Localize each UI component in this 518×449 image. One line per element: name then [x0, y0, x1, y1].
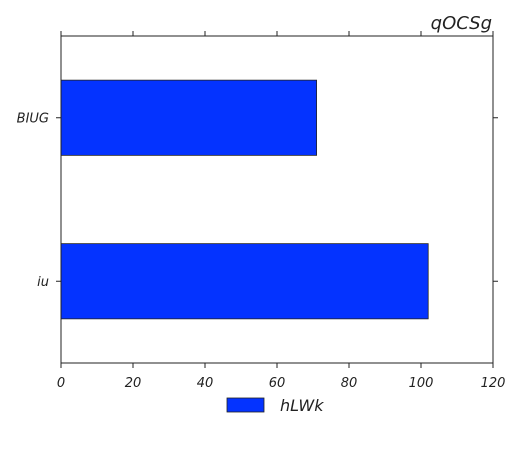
x-tick-label: 80 — [341, 376, 358, 391]
y-tick-label: BIUG — [17, 111, 49, 126]
axes-layer: BIUG iu 0 20 40 60 80 100 120 — [17, 31, 506, 391]
bar-biug — [60, 79, 318, 156]
bars-layer — [60, 79, 429, 320]
x-tick-label: 120 — [481, 376, 506, 391]
bar-iu — [60, 243, 429, 320]
y-tick-label: iu — [37, 275, 49, 290]
x-tick-label: 0 — [57, 376, 65, 391]
legend-swatch — [226, 397, 265, 413]
legend-label: hLWk — [280, 396, 324, 415]
x-tick-label: 100 — [409, 376, 434, 391]
x-tick-label: 60 — [269, 376, 286, 391]
legend: hLWk — [226, 396, 324, 415]
x-tick-label: 20 — [125, 376, 142, 391]
x-tick-label: 40 — [197, 376, 214, 391]
chart-title: qOCSg — [431, 13, 492, 34]
